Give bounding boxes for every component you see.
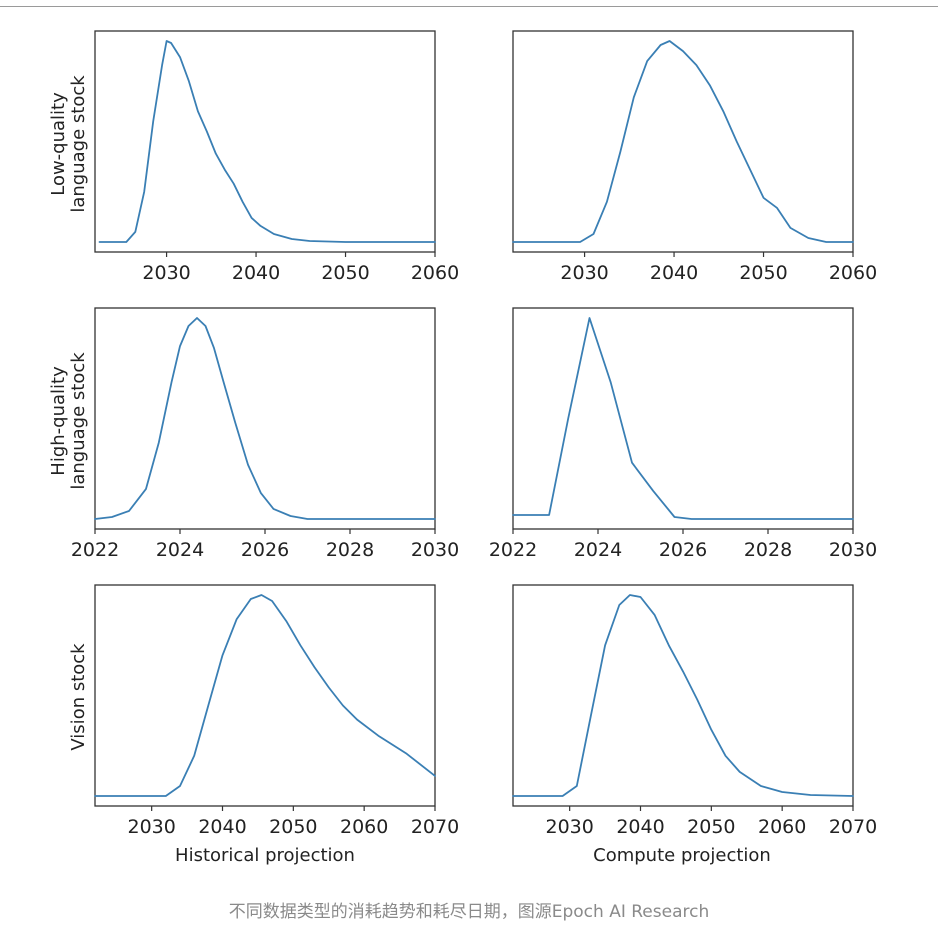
figure-caption: 不同数据类型的消耗趋势和耗尽日期，图源Epoch AI Research [228, 902, 710, 922]
x-tick-label: 2040 [616, 816, 664, 838]
x-tick-label: 2022 [71, 539, 119, 561]
x-tick-label: 2040 [650, 262, 698, 284]
series-line [512, 317, 854, 520]
x-tick-label: 2060 [758, 816, 806, 838]
x-tick-label: 2040 [198, 816, 246, 838]
row-label-high-quality-line2: language stock [68, 352, 89, 490]
x-tick-label: 2028 [326, 539, 374, 561]
row-label-vision: Vision stock [68, 643, 89, 751]
panel-high-quality-historical: 2022 2024 2026 2028 2030 [71, 307, 459, 561]
figure: Low-quality language stock High-quality … [48, 30, 877, 866]
x-tick-label: 2050 [687, 816, 735, 838]
row-label-low-quality-line2: language stock [68, 75, 89, 213]
axes-frame [94, 584, 436, 807]
panel-vision-historical: 2030 2040 2050 2060 2070 [94, 584, 459, 838]
x-tick-label: 2060 [340, 816, 388, 838]
series-line [94, 317, 436, 520]
panel-vision-compute: 2030 2040 2050 2060 2070 [512, 584, 877, 838]
panel-high-quality-compute: 2022 2024 2026 2028 2030 [489, 307, 877, 561]
x-tick-label: 2030 [411, 539, 459, 561]
x-tick-label: 2050 [739, 262, 787, 284]
axes-frame [512, 307, 854, 530]
axes-frame [512, 30, 854, 253]
x-tick-label: 2040 [232, 262, 280, 284]
row-label-low-quality-line1: Low-quality [48, 92, 69, 196]
x-tick-label: 2030 [829, 539, 877, 561]
column-label-historical: Historical projection [175, 845, 355, 866]
column-label-compute: Compute projection [593, 845, 771, 866]
x-tick-label: 2030 [560, 262, 608, 284]
series-line [512, 40, 854, 243]
series-line [94, 594, 436, 797]
row-label-high-quality-line1: High-quality [48, 366, 69, 476]
x-tick-label: 2070 [829, 816, 877, 838]
axes-frame [94, 30, 436, 253]
series-line [512, 594, 854, 797]
x-tick-label: 2060 [411, 262, 459, 284]
x-tick-label: 2050 [269, 816, 317, 838]
top-divider [0, 0, 938, 7]
axes-frame [94, 307, 436, 530]
panel-low-quality-historical: 2030 2040 2050 2060 [94, 30, 459, 284]
x-tick-label: 2026 [659, 539, 707, 561]
chart-panels: 2030 2040 2050 2060 2030 2040 2050 2060 2022 2024… [71, 30, 877, 838]
x-tick-label: 2022 [489, 539, 537, 561]
x-tick-label: 2026 [241, 539, 289, 561]
x-tick-label: 2030 [142, 262, 190, 284]
panel-low-quality-compute: 2030 2040 2050 2060 [512, 30, 877, 284]
x-tick-label: 2070 [411, 816, 459, 838]
x-tick-label: 2024 [156, 539, 204, 561]
x-tick-label: 2024 [574, 539, 622, 561]
x-tick-label: 2030 [545, 816, 593, 838]
x-tick-label: 2050 [321, 262, 369, 284]
x-tick-label: 2030 [127, 816, 175, 838]
axes-frame [512, 584, 854, 807]
x-tick-label: 2028 [744, 539, 792, 561]
series-line [98, 40, 436, 243]
x-tick-label: 2060 [829, 262, 877, 284]
